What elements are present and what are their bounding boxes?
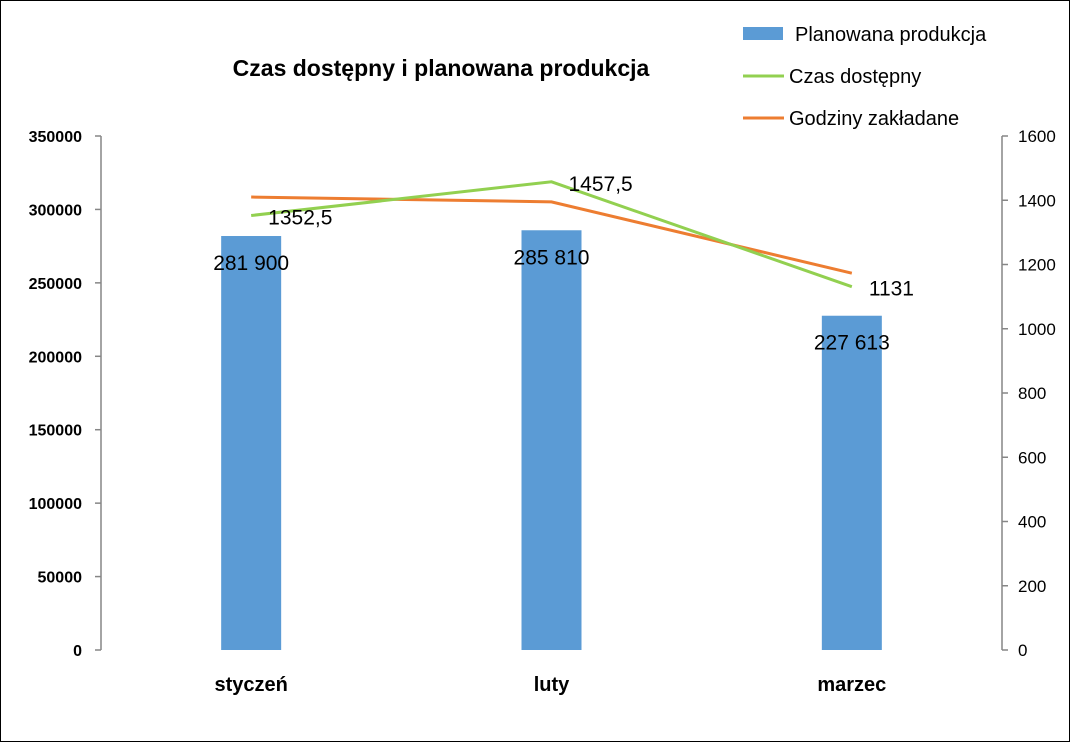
bar-data-label: 281 900: [213, 252, 289, 275]
right-tick-label: 1400: [1018, 191, 1056, 210]
bar-luty: [521, 230, 582, 651]
bar-data-label: 227 613: [814, 332, 890, 355]
line-data-label: 1131: [869, 278, 914, 301]
left-tick-label: 0: [73, 643, 82, 660]
line-data-label: 1352,5: [268, 207, 332, 230]
right-tick-label: 400: [1018, 513, 1046, 532]
bar-marzec: [821, 315, 882, 650]
legend-label-line-1: Godziny zakładane: [789, 108, 959, 130]
bar-data-label: 285 810: [514, 246, 590, 269]
right-tick-label: 1000: [1018, 320, 1056, 339]
left-tick-label: 200000: [29, 349, 82, 366]
bar-styczeń: [221, 236, 282, 651]
left-tick-label: 250000: [29, 276, 82, 293]
left-tick-label: 350000: [29, 129, 82, 146]
left-tick-label: 150000: [29, 423, 82, 440]
legend-label-bars: Planowana produkcja: [795, 24, 987, 46]
right-tick-label: 1600: [1018, 127, 1056, 146]
left-tick-label: 100000: [29, 496, 82, 513]
right-tick-label: 1200: [1018, 256, 1056, 275]
left-tick-label: 50000: [38, 570, 83, 587]
left-tick-label: 300000: [29, 202, 82, 219]
category-label: styczeń: [214, 674, 287, 696]
chart-title: Czas dostępny i planowana produkcja: [233, 55, 650, 81]
right-tick-label: 200: [1018, 577, 1046, 596]
legend-swatch-bars: [743, 27, 783, 40]
category-label: luty: [534, 674, 570, 696]
right-tick-label: 0: [1018, 641, 1027, 660]
legend: Planowana produkcja Czas dostępny Godzin…: [743, 24, 987, 130]
right-tick-label: 600: [1018, 448, 1046, 467]
legend-label-line-0: Czas dostępny: [789, 66, 921, 88]
category-label: marzec: [817, 674, 886, 696]
line-data-label: 1457,5: [569, 173, 633, 196]
right-tick-label: 800: [1018, 384, 1046, 403]
